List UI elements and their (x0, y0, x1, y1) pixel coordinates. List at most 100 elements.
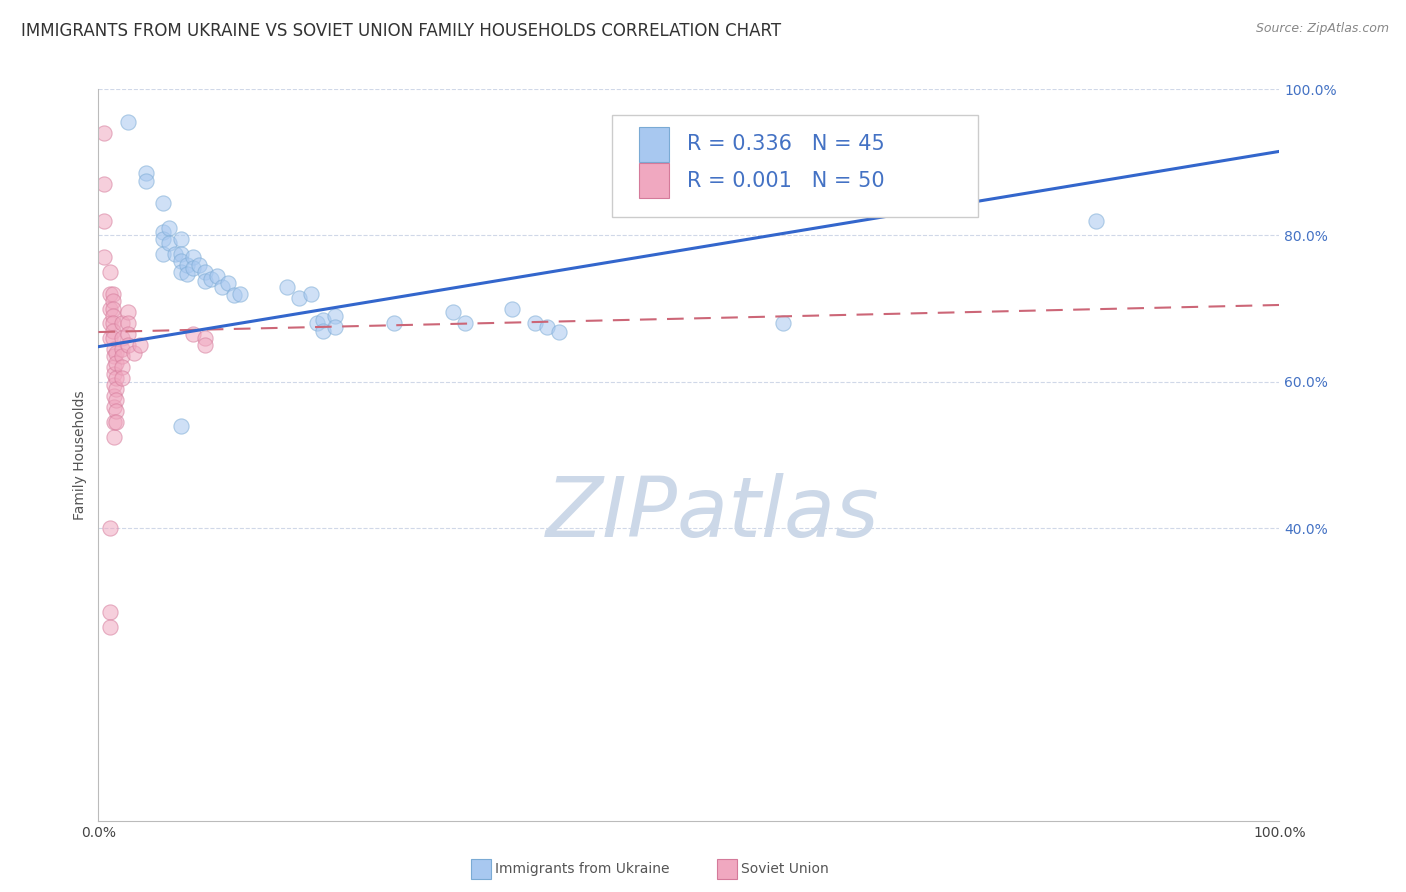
Point (101, 301, 124, 316)
Point (93, 126, 115, 140)
Point (288, 291, 311, 305)
Y-axis label: Family Households: Family Households (73, 390, 87, 520)
Point (187, 258, 209, 272)
Point (103, 349, 125, 363)
Point (157, 235, 180, 250)
Point (194, 274, 217, 288)
Point (105, 345, 128, 359)
Point (105, 393, 128, 408)
Point (200, 272, 222, 286)
Point (772, 316, 794, 330)
Point (105, 415, 128, 429)
Point (117, 338, 139, 352)
Point (170, 418, 193, 433)
Point (111, 316, 134, 330)
Point (524, 316, 547, 330)
Point (312, 324, 335, 338)
Point (181, 251, 204, 265)
Point (93, 178, 115, 192)
Point (181, 327, 204, 342)
Point (105, 371, 128, 385)
Point (103, 360, 125, 375)
Text: R = 0.336   N = 45: R = 0.336 N = 45 (686, 134, 884, 154)
Point (103, 415, 125, 429)
Point (128, 338, 150, 352)
Point (98, 287, 121, 301)
FancyBboxPatch shape (640, 127, 669, 161)
Text: Immigrants from Ukraine: Immigrants from Ukraine (495, 862, 669, 876)
Point (111, 331, 134, 345)
Point (111, 371, 134, 385)
Point (181, 261, 204, 276)
FancyBboxPatch shape (640, 163, 669, 198)
Point (117, 305, 139, 319)
Point (101, 324, 124, 338)
Point (98, 265, 121, 279)
Point (382, 316, 405, 330)
Text: R = 0.001   N = 50: R = 0.001 N = 50 (686, 170, 884, 191)
Point (122, 345, 145, 359)
Point (93, 251, 115, 265)
Point (135, 166, 157, 180)
Point (323, 319, 346, 334)
Point (194, 331, 217, 345)
Text: Soviet Union: Soviet Union (741, 862, 828, 876)
Point (117, 327, 139, 342)
Text: ZIPatlas: ZIPatlas (546, 473, 879, 554)
Point (152, 232, 174, 246)
Point (98, 301, 121, 316)
Point (105, 382, 128, 396)
Point (103, 401, 125, 415)
Point (453, 316, 475, 330)
Point (305, 316, 328, 330)
Point (98, 316, 121, 330)
Point (312, 312, 335, 326)
Point (101, 294, 124, 309)
Point (170, 232, 193, 246)
Point (111, 360, 134, 375)
Point (101, 309, 124, 323)
Point (98, 605, 121, 619)
Point (93, 214, 115, 228)
Point (501, 301, 523, 316)
Point (299, 287, 322, 301)
Point (194, 265, 217, 279)
Point (194, 338, 217, 352)
Point (152, 225, 174, 239)
Point (211, 279, 233, 293)
Point (98, 620, 121, 634)
Point (98, 331, 121, 345)
Point (98, 521, 121, 535)
Point (176, 267, 198, 281)
Point (103, 378, 125, 392)
Point (101, 316, 124, 330)
Point (1085, 214, 1108, 228)
Point (103, 342, 125, 356)
Point (135, 173, 157, 188)
Point (217, 276, 239, 290)
Point (101, 331, 124, 345)
Point (117, 316, 139, 330)
Point (103, 368, 125, 382)
Point (165, 246, 187, 260)
Point (170, 246, 193, 260)
Point (170, 265, 193, 279)
Point (276, 279, 298, 293)
Point (224, 288, 246, 302)
Text: Source: ZipAtlas.com: Source: ZipAtlas.com (1256, 22, 1389, 36)
Point (111, 349, 134, 363)
Point (117, 115, 139, 129)
FancyBboxPatch shape (612, 115, 979, 218)
Point (176, 258, 198, 272)
Point (323, 309, 346, 323)
Point (229, 287, 252, 301)
Point (536, 319, 558, 334)
Point (441, 305, 464, 319)
Point (111, 342, 134, 356)
Point (103, 389, 125, 403)
Point (548, 325, 571, 339)
Point (101, 287, 124, 301)
Point (157, 221, 180, 235)
Point (152, 246, 174, 260)
Text: IMMIGRANTS FROM UKRAINE VS SOVIET UNION FAMILY HOUSEHOLDS CORRELATION CHART: IMMIGRANTS FROM UKRAINE VS SOVIET UNION … (21, 22, 782, 40)
